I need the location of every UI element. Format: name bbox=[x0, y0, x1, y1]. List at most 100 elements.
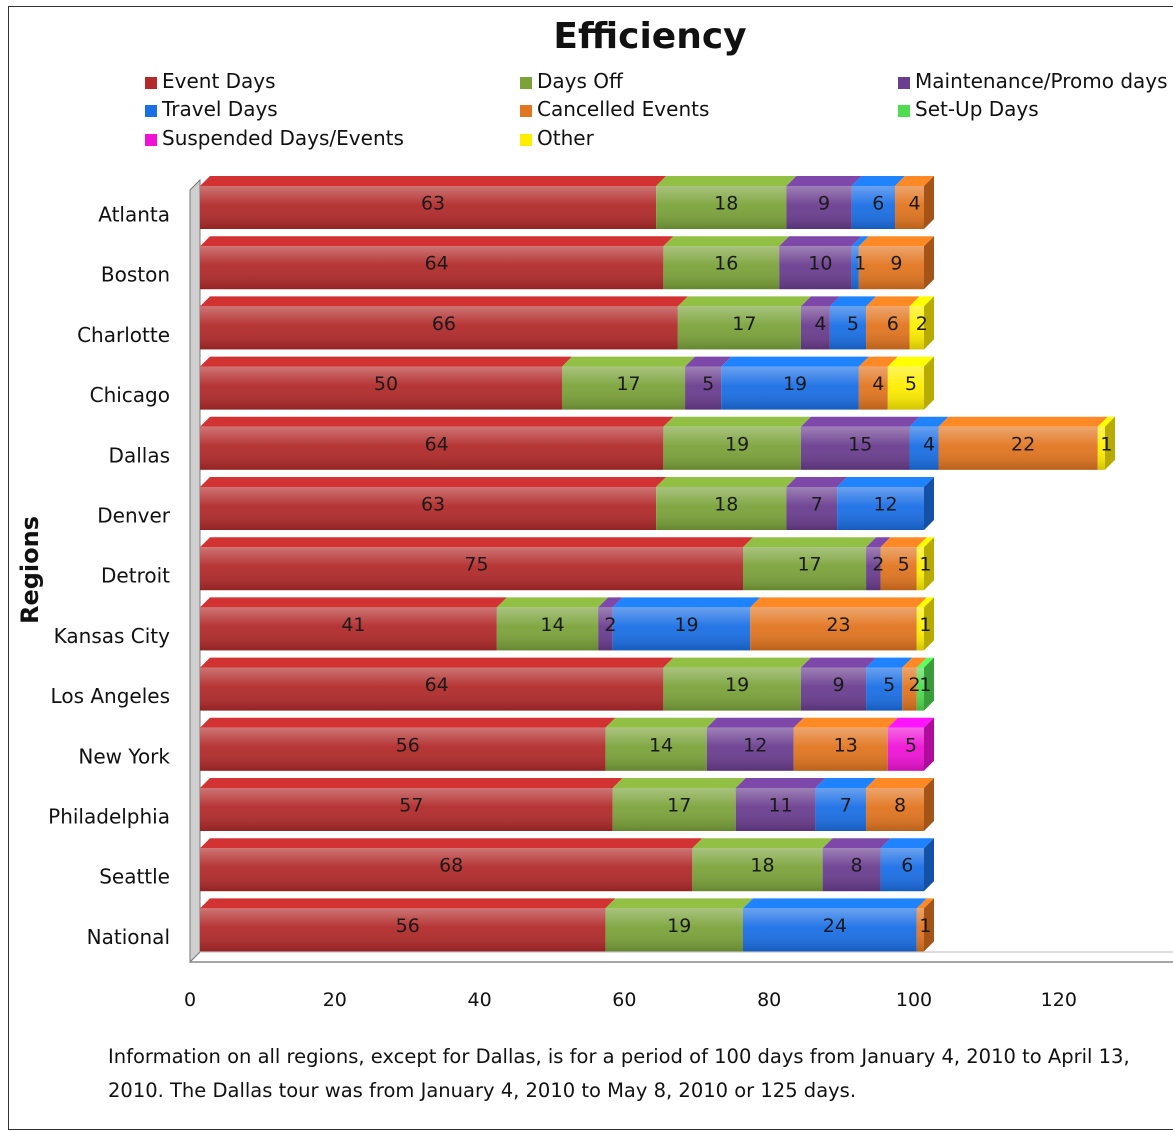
bar-segment-top bbox=[829, 296, 877, 307]
axis-wall bbox=[189, 178, 201, 964]
bar-segment-shade bbox=[612, 788, 736, 831]
category-label: Dallas bbox=[109, 443, 170, 467]
bar-segment-shade bbox=[721, 366, 859, 410]
value-label: 15 bbox=[848, 433, 872, 455]
bar-segment-top bbox=[200, 537, 753, 548]
x-tick-label: 40 bbox=[468, 989, 492, 1011]
bar-end-face bbox=[924, 717, 934, 771]
bar-segment-top bbox=[200, 657, 674, 668]
value-label: 9 bbox=[818, 193, 830, 215]
bar-segment-top bbox=[800, 657, 877, 668]
bar-segment-top bbox=[656, 477, 797, 487]
bar-segment-shade bbox=[706, 727, 794, 771]
value-label: 12 bbox=[743, 734, 767, 756]
bar-segment-shade bbox=[851, 186, 896, 229]
legend-swatch bbox=[520, 105, 532, 117]
value-label: 5 bbox=[702, 373, 714, 395]
category-label: Philadelphia bbox=[48, 805, 170, 829]
value-label: 8 bbox=[851, 855, 863, 877]
bar-segment-top bbox=[200, 717, 616, 728]
bar-segment-shade bbox=[866, 788, 924, 831]
bar-segment-shade bbox=[562, 366, 686, 410]
value-label: 2 bbox=[604, 614, 616, 636]
bar-segment-shade bbox=[200, 366, 562, 410]
legend: Event Days Days Off Maintenance/Promo days… bbox=[145, 69, 1168, 150]
bar-segment-top bbox=[677, 296, 811, 307]
x-tick-label: 80 bbox=[757, 989, 781, 1011]
bar-end-face bbox=[924, 597, 934, 651]
value-label: 64 bbox=[425, 674, 449, 696]
category-label: New York bbox=[78, 744, 170, 768]
bar-segment-top bbox=[800, 416, 920, 427]
bar-segment-top bbox=[909, 296, 934, 307]
x-tick-label: 20 bbox=[323, 989, 347, 1011]
value-label: 14 bbox=[540, 614, 564, 636]
bar-segment-top bbox=[200, 356, 572, 367]
x-tick-label: 120 bbox=[1041, 989, 1077, 1011]
bar-segment-top bbox=[837, 477, 934, 487]
bar-segment-top bbox=[200, 416, 674, 427]
bar-segment-shade bbox=[851, 246, 859, 290]
bar-segment-top bbox=[663, 236, 790, 247]
bar-segment-shade bbox=[200, 848, 693, 892]
legend-swatch bbox=[898, 105, 910, 117]
legend-swatch bbox=[520, 134, 532, 146]
bar-segment-shade bbox=[743, 908, 917, 952]
bar-segment-top bbox=[1097, 416, 1115, 427]
value-label: 12 bbox=[873, 494, 897, 516]
bar-segment-top bbox=[800, 296, 840, 307]
bar-segment-shade bbox=[902, 667, 917, 711]
value-label: 23 bbox=[826, 614, 850, 636]
value-label: 4 bbox=[923, 433, 935, 455]
x-tick-label: 0 bbox=[184, 989, 196, 1011]
bar-segment-shade bbox=[866, 667, 903, 711]
bar-segment-top bbox=[895, 176, 934, 186]
bar-segment-top bbox=[612, 778, 746, 788]
bar-segment-top bbox=[612, 597, 761, 608]
bar-segment-shade bbox=[786, 186, 852, 229]
value-label: 6 bbox=[872, 193, 884, 215]
value-label: 2 bbox=[916, 313, 928, 335]
bar-segment-top bbox=[880, 838, 934, 849]
bar-segment-top bbox=[200, 477, 667, 487]
value-label: 1 bbox=[919, 674, 931, 696]
bar-segment-top bbox=[916, 597, 934, 608]
category-label: Atlanta bbox=[98, 203, 170, 227]
legend-label: Cancelled Events bbox=[537, 97, 709, 121]
legend-label: Travel Days bbox=[161, 97, 278, 121]
value-label: 17 bbox=[667, 795, 691, 817]
bar-segment-shade bbox=[822, 848, 881, 892]
category-label: Detroit bbox=[101, 564, 170, 588]
legend-label: Days Off bbox=[537, 69, 624, 93]
bar-segment-shade bbox=[800, 667, 867, 711]
value-label: 1 bbox=[919, 554, 931, 576]
bar-segment-shade bbox=[200, 788, 613, 831]
value-label: 7 bbox=[811, 494, 823, 516]
bar-segment-shade bbox=[866, 547, 881, 591]
value-label: 56 bbox=[396, 734, 420, 756]
bar-segment-top bbox=[793, 717, 898, 728]
bar-segment-top bbox=[200, 898, 616, 909]
y-axis-title: Regions bbox=[16, 516, 44, 624]
value-label: 9 bbox=[890, 253, 902, 275]
legend-swatch bbox=[898, 77, 910, 89]
bar-segment-top bbox=[743, 898, 927, 909]
bar-segment-top bbox=[815, 778, 877, 788]
bar-segment-top bbox=[858, 236, 934, 247]
bar-segment-shade bbox=[779, 246, 852, 290]
value-label: 64 bbox=[425, 253, 449, 275]
value-label: 17 bbox=[616, 373, 640, 395]
bar-segment-top bbox=[750, 597, 927, 608]
category-label: Denver bbox=[97, 504, 171, 528]
bar-segment-shade bbox=[909, 306, 924, 350]
value-label: 2 bbox=[872, 554, 884, 576]
value-label: 17 bbox=[732, 313, 756, 335]
bar-segment-top bbox=[866, 537, 891, 548]
bar-segment-top bbox=[851, 176, 906, 186]
bar-end-face bbox=[924, 296, 934, 350]
value-label: 5 bbox=[847, 313, 859, 335]
bar-segment-shade bbox=[829, 306, 867, 350]
legend-label: Maintenance/Promo days bbox=[915, 69, 1168, 93]
bar-segment-top bbox=[200, 838, 703, 849]
